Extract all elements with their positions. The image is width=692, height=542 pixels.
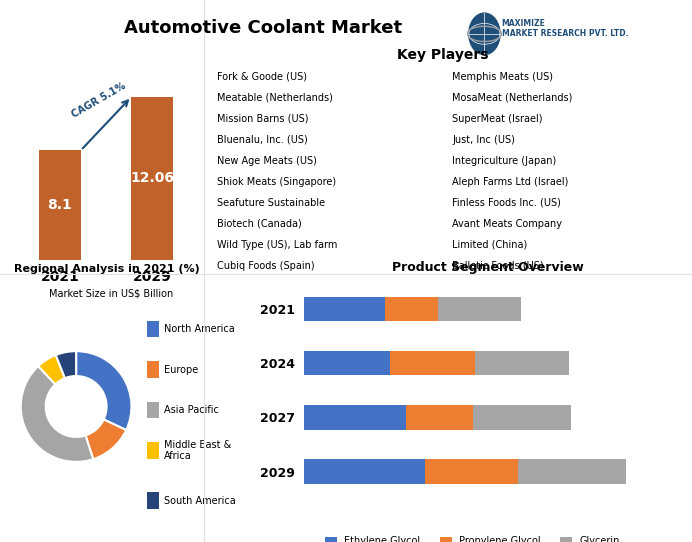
Text: Europe: Europe — [163, 365, 198, 375]
Bar — [304, 405, 406, 430]
Text: Mission Barns (US): Mission Barns (US) — [217, 114, 309, 124]
Circle shape — [469, 13, 500, 55]
Bar — [147, 361, 159, 378]
Text: 8.1: 8.1 — [48, 198, 73, 212]
Text: Limited (China): Limited (China) — [453, 240, 527, 250]
Bar — [131, 96, 173, 260]
Text: Integriculture (Japan): Integriculture (Japan) — [453, 156, 556, 166]
Text: Regional Analysis in 2021 (%): Regional Analysis in 2021 (%) — [15, 264, 200, 274]
Wedge shape — [38, 355, 65, 384]
Text: Wild Type (US), Lab farm: Wild Type (US), Lab farm — [217, 240, 338, 250]
Text: Shiok Meats (Singapore): Shiok Meats (Singapore) — [217, 177, 336, 187]
Text: Middle East &
Africa: Middle East & Africa — [163, 440, 231, 461]
Text: MosaMeat (Netherlands): MosaMeat (Netherlands) — [453, 93, 573, 103]
Bar — [39, 150, 81, 260]
Bar — [438, 296, 520, 321]
Bar — [390, 351, 475, 375]
Bar — [304, 296, 385, 321]
Text: Aleph Farms Ltd (Israel): Aleph Farms Ltd (Israel) — [453, 177, 569, 187]
Wedge shape — [21, 366, 93, 462]
Text: Asia Pacific: Asia Pacific — [163, 405, 219, 415]
Text: New Age Meats (US): New Age Meats (US) — [217, 156, 317, 166]
Text: Finless Foods Inc. (US): Finless Foods Inc. (US) — [453, 198, 561, 208]
Text: MAXIMIZE
MARKET RESEARCH PVT. LTD.: MAXIMIZE MARKET RESEARCH PVT. LTD. — [502, 19, 628, 38]
Bar — [147, 402, 159, 418]
Text: Product Segment Overview: Product Segment Overview — [392, 261, 584, 274]
Text: Bluenalu, Inc. (US): Bluenalu, Inc. (US) — [217, 135, 308, 145]
Bar — [385, 296, 438, 321]
Bar — [304, 460, 425, 484]
Text: Fork & Goode (US): Fork & Goode (US) — [217, 72, 307, 82]
Text: Key Players: Key Players — [397, 48, 489, 62]
Text: Meatable (Netherlands): Meatable (Netherlands) — [217, 93, 333, 103]
Bar — [425, 460, 518, 484]
Wedge shape — [76, 351, 131, 430]
Bar — [475, 351, 569, 375]
Bar — [406, 405, 473, 430]
Wedge shape — [56, 351, 76, 378]
Bar — [518, 460, 626, 484]
Text: North America: North America — [163, 324, 235, 334]
Text: Just, Inc (US): Just, Inc (US) — [453, 135, 515, 145]
Legend: Ethylene Glycol, Propylene Glycol, Glycerin: Ethylene Glycol, Propylene Glycol, Glyce… — [321, 532, 624, 542]
X-axis label: Market Size in US$ Billion: Market Size in US$ Billion — [48, 288, 173, 298]
Text: Balletic Foods (US): Balletic Foods (US) — [453, 261, 544, 271]
Wedge shape — [86, 420, 126, 459]
Bar — [304, 351, 390, 375]
Text: Biotech (Canada): Biotech (Canada) — [217, 219, 302, 229]
Text: SuperMeat (Israel): SuperMeat (Israel) — [453, 114, 543, 124]
Text: Avant Meats Company: Avant Meats Company — [453, 219, 563, 229]
Bar — [473, 405, 572, 430]
Text: South America: South America — [163, 496, 235, 506]
Text: Cubiq Foods (Spain): Cubiq Foods (Spain) — [217, 261, 315, 271]
Text: Memphis Meats (US): Memphis Meats (US) — [453, 72, 554, 82]
Text: Seafuture Sustainable: Seafuture Sustainable — [217, 198, 325, 208]
Bar — [147, 492, 159, 509]
Text: 12.06: 12.06 — [130, 171, 174, 185]
Text: CAGR 5.1%: CAGR 5.1% — [70, 81, 127, 120]
Bar — [147, 442, 159, 459]
Text: Automotive Coolant Market: Automotive Coolant Market — [124, 19, 402, 37]
Bar — [147, 321, 159, 337]
